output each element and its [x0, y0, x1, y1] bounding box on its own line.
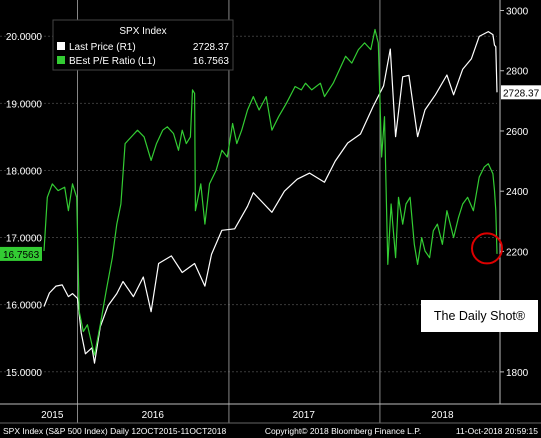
last-price-tag-label: 2728.37 — [503, 88, 540, 99]
y-left-tick-label: 16.0000 — [6, 301, 43, 312]
legend: SPX Index Last Price (R1) 2728.37 BEst P… — [52, 19, 234, 71]
y-right-tick-label: 2800 — [506, 67, 529, 78]
y-left-tick-label: 15.0000 — [6, 368, 43, 379]
series-line-last-price — [43, 31, 498, 364]
x-tick-label: 2016 — [142, 410, 165, 421]
y-right-tick-label: 2200 — [506, 247, 529, 258]
legend-value-last-price: 2728.37 — [193, 42, 230, 53]
highlight-circle — [471, 232, 503, 265]
y-right-tick-label: 1800 — [506, 368, 529, 379]
x-tick-label: 2018 — [431, 410, 454, 421]
legend-box — [52, 19, 234, 71]
y-left-tick-label: 19.0000 — [6, 99, 43, 110]
legend-swatch-pe-ratio — [57, 56, 65, 64]
footer-copyright: Copyright© 2018 Bloomberg Finance L.P. — [265, 426, 421, 436]
legend-title: SPX Index — [119, 26, 166, 37]
footer-security: SPX Index (S&P 500 Index) Daily 12OCT201… — [3, 426, 226, 436]
y-right-tick-label: 2600 — [506, 127, 529, 138]
y-left-tick-label: 17.0000 — [6, 234, 43, 245]
legend-value-pe-ratio: 16.7563 — [193, 56, 230, 67]
last-price-tag — [501, 85, 541, 100]
series-line-best-p-e-ratio — [43, 28, 498, 356]
brand-label: The Daily Shot® — [421, 300, 538, 332]
footer: SPX Index (S&P 500 Index) Daily 12OCT201… — [3, 426, 538, 436]
y-right-tick-label: 2400 — [506, 187, 529, 198]
legend-label-pe-ratio: BEst P/E Ratio (L1) — [69, 56, 156, 67]
pe-ratio-tag-label: 16.7563 — [3, 250, 40, 261]
x-tick-label: 2015 — [41, 410, 64, 421]
y-left-tick-label: 20.0000 — [6, 32, 43, 43]
y-right-tick-label: 3000 — [506, 7, 529, 18]
y-left-tick-label: 18.0000 — [6, 166, 43, 177]
legend-swatch-last-price — [57, 42, 65, 50]
pe-ratio-tag — [0, 246, 42, 261]
legend-label-last-price: Last Price (R1) — [69, 42, 136, 53]
footer-timestamp: 11-Oct-2018 20:59:15 — [456, 426, 538, 436]
x-tick-label: 2017 — [293, 410, 316, 421]
